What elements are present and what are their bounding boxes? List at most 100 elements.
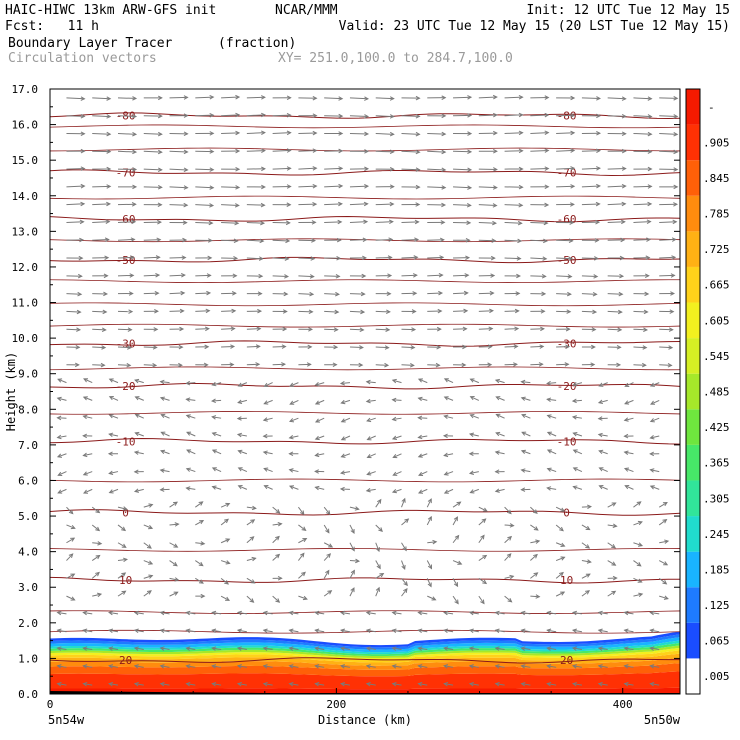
colorbar-swatch-0 xyxy=(686,658,700,694)
vector-head xyxy=(133,610,139,616)
circulation-vector xyxy=(444,488,454,494)
vector-head xyxy=(155,255,161,260)
vector-head xyxy=(375,547,380,553)
vector-head xyxy=(261,184,266,190)
circulation-vector xyxy=(573,467,583,473)
vector-head xyxy=(132,167,138,172)
circulation-vector xyxy=(418,647,428,651)
circulation-vector xyxy=(186,468,196,473)
vector-head xyxy=(565,344,571,350)
circulation-vector xyxy=(573,449,583,455)
vector-head xyxy=(366,454,372,459)
circulation-vector xyxy=(659,540,669,544)
vector-head xyxy=(480,599,485,605)
vector-head xyxy=(172,561,178,567)
vector-head xyxy=(616,362,622,368)
vector-head xyxy=(132,131,138,137)
vector-head xyxy=(311,238,317,243)
vector-head xyxy=(314,418,320,423)
circulation-vector xyxy=(289,485,299,490)
circulation-vector xyxy=(633,328,647,331)
vector-head xyxy=(441,149,447,155)
vector-head xyxy=(465,238,471,243)
vector-head xyxy=(354,506,360,511)
vector-head xyxy=(152,345,158,350)
vector-head xyxy=(542,256,548,261)
vector-head xyxy=(520,610,526,616)
circulation-vector xyxy=(573,382,583,386)
vector-head xyxy=(586,559,592,564)
vector-head xyxy=(441,95,447,100)
circulation-vector xyxy=(298,167,317,170)
vector-head xyxy=(649,664,655,669)
vector-head xyxy=(667,362,673,368)
tracer-band-7 xyxy=(50,645,680,658)
circulation-vector xyxy=(659,132,678,135)
vector-head xyxy=(126,362,132,368)
vector-head xyxy=(133,628,139,634)
circulation-vector xyxy=(83,378,93,384)
vector-head xyxy=(403,581,408,587)
circulation-vector xyxy=(547,629,557,633)
circulation-vector xyxy=(195,520,204,526)
vector-head xyxy=(283,291,289,297)
circulation-vector xyxy=(341,399,351,404)
vector-head xyxy=(427,582,432,588)
vector-head xyxy=(159,610,165,616)
vector-head xyxy=(237,449,243,455)
circulation-vector xyxy=(607,115,626,117)
circulation-vector xyxy=(547,665,557,668)
vector-head xyxy=(80,166,86,171)
contour--60 xyxy=(50,216,680,223)
circulation-vector xyxy=(530,572,538,579)
circulation-vector xyxy=(452,595,459,604)
vector-head xyxy=(251,505,257,511)
circulation-vector xyxy=(212,449,222,455)
vector-head xyxy=(198,501,204,506)
circulation-vector xyxy=(109,414,119,419)
start-point-label: 5n54w xyxy=(48,713,85,727)
circulation-vector xyxy=(186,683,196,686)
vector-head xyxy=(134,396,140,401)
vector-head xyxy=(596,131,602,136)
circulation-vector xyxy=(220,538,230,544)
vector-head xyxy=(636,562,642,567)
circulation-vector xyxy=(469,433,479,437)
vector-head xyxy=(647,131,653,137)
vector-head xyxy=(535,539,541,544)
circulation-vector xyxy=(272,257,289,260)
circulation-vector xyxy=(598,665,608,668)
vector-head xyxy=(546,628,552,634)
vector-head xyxy=(463,290,469,296)
tracer-band-0 xyxy=(50,687,680,694)
vector-head xyxy=(645,255,651,260)
circulation-vector xyxy=(418,397,428,401)
vector-head xyxy=(520,449,526,454)
circulation-vector xyxy=(624,468,634,473)
vector-head xyxy=(466,220,472,226)
vector-head xyxy=(338,166,344,171)
circulation-vector xyxy=(109,378,119,384)
circulation-vector xyxy=(221,345,235,348)
circulation-vector xyxy=(469,611,479,615)
vector-head xyxy=(415,149,421,155)
circulation-vector xyxy=(272,595,280,603)
vector-head xyxy=(237,467,243,472)
circulation-vector xyxy=(186,647,196,651)
contour-label--50-right: -50 xyxy=(557,254,577,267)
vector-head xyxy=(205,308,211,314)
contour-20 xyxy=(50,657,680,664)
vector-head xyxy=(312,202,318,207)
vector-head xyxy=(649,382,655,387)
vector-head xyxy=(560,507,566,512)
circulation-vector xyxy=(66,168,85,170)
y-tick-label: 13.0 xyxy=(12,225,39,238)
vector-head xyxy=(56,646,62,651)
vector-head xyxy=(467,149,473,154)
vector-head xyxy=(597,664,603,669)
vector-head xyxy=(209,149,215,154)
vector-head xyxy=(593,274,599,279)
x-tick-label: 0 xyxy=(47,698,54,711)
circulation-vector xyxy=(263,683,273,686)
vector-head xyxy=(513,362,518,367)
